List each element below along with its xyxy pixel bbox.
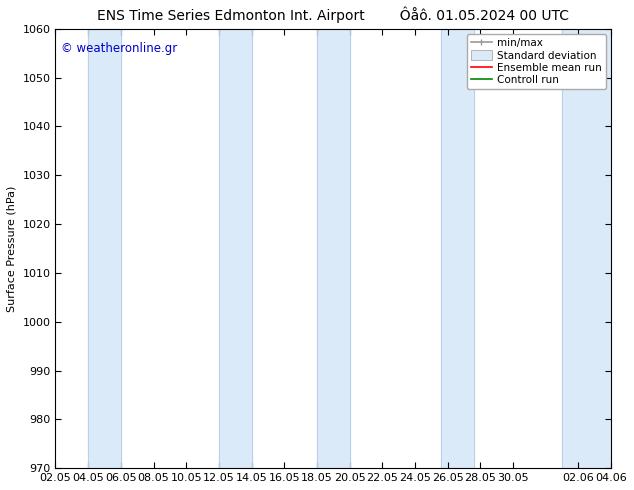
Bar — [562, 29, 611, 468]
Legend: min/max, Standard deviation, Ensemble mean run, Controll run: min/max, Standard deviation, Ensemble me… — [467, 34, 606, 90]
Bar — [219, 29, 252, 468]
Title: ENS Time Series Edmonton Int. Airport        Ôåô. 01.05.2024 00 UTC: ENS Time Series Edmonton Int. Airport Ôå… — [98, 7, 569, 24]
Text: © weatheronline.gr: © weatheronline.gr — [61, 42, 178, 55]
Bar — [317, 29, 350, 468]
Y-axis label: Surface Pressure (hPa): Surface Pressure (hPa) — [7, 185, 17, 312]
Bar — [441, 29, 474, 468]
Bar — [88, 29, 121, 468]
